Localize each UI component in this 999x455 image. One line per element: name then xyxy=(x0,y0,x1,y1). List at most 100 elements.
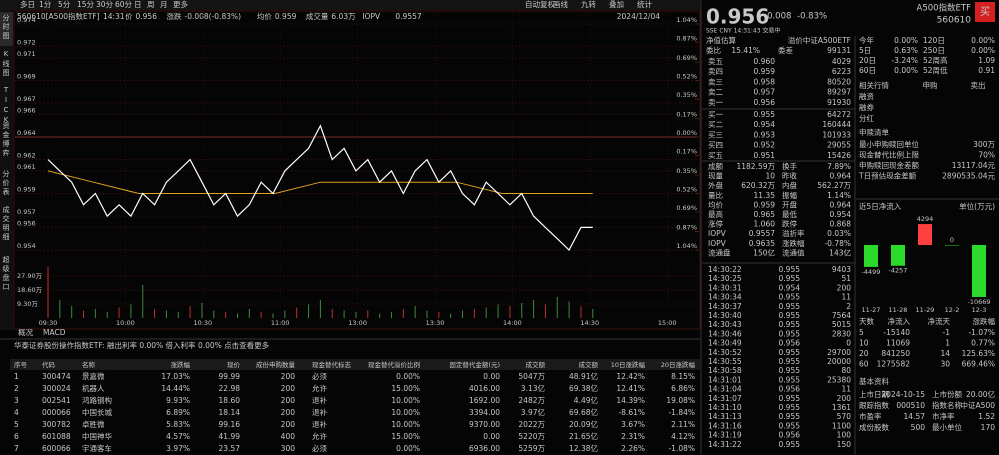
side-tab[interactable]: K线图 xyxy=(2,50,10,78)
label: 最小申购赎回单位 xyxy=(859,139,919,149)
tick-volume: 29700 xyxy=(827,348,851,357)
label: 溢折率 xyxy=(782,228,805,238)
tick-price: 0.955 xyxy=(779,421,801,430)
label: 0.9557 xyxy=(749,229,775,238)
label: 0.964 xyxy=(830,172,852,181)
period-tab[interactable]: 月 xyxy=(160,0,168,9)
period-tab[interactable]: 日 xyxy=(134,0,142,9)
cursor-time: 14:31 xyxy=(103,12,125,21)
label: 150亿 xyxy=(753,247,775,257)
label: -3.24% xyxy=(891,56,918,65)
table-cell: 10.00% xyxy=(391,396,420,405)
tick-price: 0.955 xyxy=(779,357,801,366)
tick-time: 14:30:49 xyxy=(708,339,742,348)
side-tab[interactable]: TICK xyxy=(2,86,10,126)
y-tick-label: 0.969 xyxy=(17,73,36,81)
period-tab[interactable]: 更多 xyxy=(173,0,188,9)
label: 0.9635 xyxy=(749,239,775,248)
label: 今年 xyxy=(859,35,874,45)
pct-tick-label: 0.52% xyxy=(676,186,697,194)
book-volume: 15426 xyxy=(827,151,851,160)
period-tab[interactable]: 60分 xyxy=(115,0,133,9)
last-price: 0.956 xyxy=(706,5,769,29)
y-tick-label: 0.972 xyxy=(17,39,36,47)
y-tick-label: 0.966 xyxy=(17,106,36,114)
label: 天数 xyxy=(859,316,874,326)
notice: 华泰证券股份操作指数ETF: 融出利率 0.00% 借入利率 0.00% 点击查… xyxy=(14,340,270,350)
label: 000510 xyxy=(896,401,925,410)
table-cell: 5047万 xyxy=(518,372,545,381)
tick-price: 0.956 xyxy=(779,339,801,348)
period-tab[interactable]: 5分 xyxy=(58,0,71,9)
section-title: 近5日净流入 xyxy=(859,201,902,211)
flow-bar xyxy=(864,245,878,267)
tick-price: 0.955 xyxy=(779,348,801,357)
side-tab[interactable]: 资金博弈 xyxy=(2,121,10,158)
flow-date: 12-2 xyxy=(945,306,960,314)
y-tick-label: 0.974 xyxy=(17,16,36,24)
section-title: 申赎清单 xyxy=(859,127,889,137)
tick-price: 0.955 xyxy=(779,412,801,421)
x-tick-label: 14:00 xyxy=(503,319,522,327)
label: 委差 xyxy=(778,45,793,55)
period-tab[interactable]: 1分 xyxy=(39,0,52,9)
buy-label[interactable]: 买 xyxy=(980,6,990,18)
y-tick-label: 0.956 xyxy=(17,219,36,227)
table-cell: 4.12% xyxy=(671,432,695,441)
tick-price: 0.955 xyxy=(779,274,801,283)
table-header: 现价 xyxy=(227,361,241,369)
tick-price: 0.954 xyxy=(779,283,801,292)
pct-tick-label: 0.17% xyxy=(676,111,697,119)
table-cell: 2 xyxy=(14,384,19,393)
tool-button[interactable]: 叠加 xyxy=(609,0,624,9)
table-cell: 300024 xyxy=(42,384,71,393)
table-cell: 200 xyxy=(281,384,296,393)
tool-button[interactable]: 九转 xyxy=(581,0,596,9)
book-price: 0.960 xyxy=(754,57,776,66)
label: 内盘 xyxy=(782,180,797,190)
table-cell: 8.15% xyxy=(671,372,695,381)
tick-volume: 7564 xyxy=(832,311,851,320)
x-tick-label: 13:30 xyxy=(426,319,445,327)
tool-button[interactable]: 画线 xyxy=(553,0,568,9)
period-tab[interactable]: 多日 xyxy=(20,0,35,9)
bottom-tab[interactable]: 概况 xyxy=(18,327,33,337)
table-cell: 卓胜微 xyxy=(82,419,105,429)
table-cell: 2.26% xyxy=(621,444,645,453)
book-price: 0.954 xyxy=(754,120,776,129)
y-tick-label: 0.961 xyxy=(17,163,36,171)
side-tab[interactable]: 分时图 xyxy=(2,13,10,41)
side-tab[interactable]: 成交明细 xyxy=(2,205,10,242)
label: 昨收 xyxy=(782,171,797,181)
chart-frame xyxy=(13,10,701,330)
label: 上市日期 xyxy=(859,389,889,399)
side-tab[interactable]: 分价表 xyxy=(2,169,10,197)
y-tick-label: 0.957 xyxy=(17,208,36,216)
tick-volume: 100 xyxy=(837,431,852,440)
label: -1 xyxy=(943,328,951,337)
tool-button[interactable]: 自动复权 xyxy=(525,0,555,9)
tick-price: 0.955 xyxy=(779,403,801,412)
table-cell: 4 xyxy=(14,408,19,417)
table-cell: 10.00% xyxy=(391,420,420,429)
table-cell: 3 xyxy=(14,396,19,405)
table-cell: 18.60 xyxy=(219,396,241,405)
field-value: -0.008(-0.83%) xyxy=(185,12,242,21)
buy-button[interactable] xyxy=(975,2,995,22)
label: 60日 xyxy=(859,66,876,75)
table-cell: 宇通客车 xyxy=(82,443,112,453)
field-value: 6.03万 xyxy=(331,12,356,21)
pct-tick-label: 0.69% xyxy=(676,204,697,212)
bottom-tab[interactable]: MACD xyxy=(43,328,66,337)
tick-time: 14:30:55 xyxy=(708,357,742,366)
label: 均价 xyxy=(708,199,723,209)
label: 0.959 xyxy=(754,200,776,209)
period-tab[interactable]: 周 xyxy=(147,0,155,9)
period-tab[interactable]: 15分 xyxy=(77,0,95,9)
tool-button[interactable]: 统计 xyxy=(637,0,652,9)
table-header: 固定替代金额(元) xyxy=(449,360,500,369)
table-cell: 48.91亿 xyxy=(569,371,598,381)
side-tab[interactable]: 超级盘口 xyxy=(2,255,10,292)
period-tab[interactable]: 30分 xyxy=(96,0,114,9)
field-label: 均价 xyxy=(257,11,272,21)
